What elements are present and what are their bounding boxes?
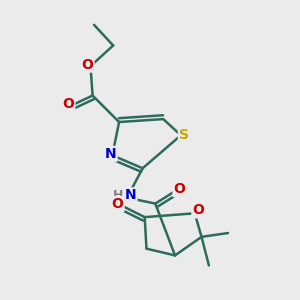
Text: H: H xyxy=(112,189,123,202)
Text: O: O xyxy=(62,98,74,111)
Text: N: N xyxy=(105,147,117,161)
Text: O: O xyxy=(173,182,185,196)
Text: S: S xyxy=(179,128,189,142)
Text: O: O xyxy=(82,58,94,72)
Text: O: O xyxy=(192,203,204,218)
Text: O: O xyxy=(112,197,124,211)
Text: N: N xyxy=(125,188,136,202)
